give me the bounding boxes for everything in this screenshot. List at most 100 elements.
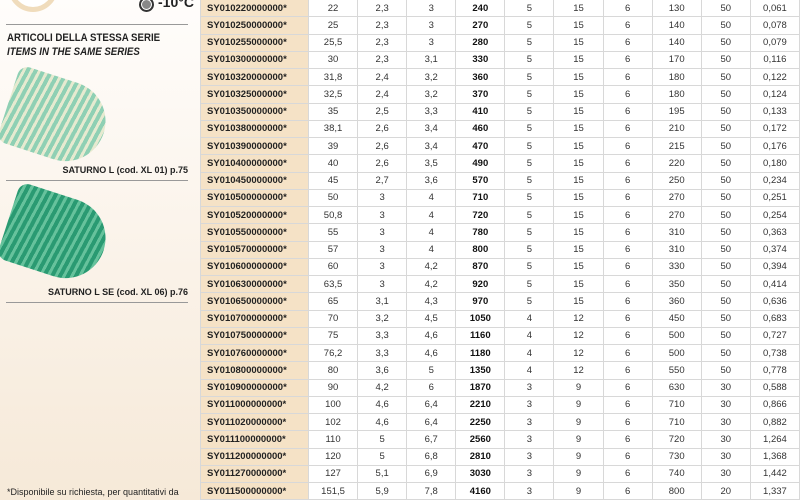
table-cell: 1350: [455, 361, 506, 380]
product-code: SY010400000000*: [200, 154, 309, 173]
table-row: SY010350000000* 35 2,5 3,3 410 5 15 6 195 50 0,133: [200, 102, 800, 121]
table-cell: 6: [602, 223, 653, 242]
product-code: SY010380000000*: [200, 119, 309, 139]
table-cell: 12: [553, 309, 604, 328]
table-cell: 30: [700, 395, 751, 415]
table-cell: 1,368: [749, 447, 800, 466]
table-cell: 50: [700, 188, 751, 208]
table-cell: 0,414: [749, 274, 800, 294]
table-cell: 350: [651, 274, 702, 294]
table-cell: 0,079: [749, 33, 800, 52]
hose-image-saturno-l-se: [0, 181, 116, 289]
table-cell: 6: [602, 257, 653, 277]
table-cell: 5: [504, 154, 555, 173]
table-cell: 0,176: [749, 136, 800, 156]
table-cell: 220: [651, 154, 702, 173]
table-cell: 30: [700, 412, 751, 432]
table-cell: 3: [406, 0, 457, 18]
table-cell: 800: [455, 240, 506, 259]
table-cell: 50: [700, 361, 751, 380]
table-cell: 30: [307, 50, 359, 70]
table-cell: 250: [651, 171, 702, 190]
table-cell: 3,6: [406, 171, 457, 190]
table-cell: 151,5: [307, 481, 359, 500]
table-cell: 15: [553, 85, 604, 104]
table-cell: 330: [455, 50, 506, 70]
table-cell: 0,636: [749, 292, 800, 311]
table-cell: 2,3: [357, 33, 408, 52]
table-cell: 6,7: [406, 430, 457, 449]
table-cell: 5: [504, 136, 555, 156]
table-cell: 6: [602, 326, 653, 346]
table-cell: 0,234: [749, 171, 800, 190]
table-cell: 4: [406, 223, 457, 242]
table-cell: 360: [455, 67, 506, 87]
table-cell: 5: [504, 274, 555, 294]
table-cell: 6: [602, 343, 653, 363]
series-item-link[interactable]: SATURNO L (cod. XL 01) p.75: [62, 165, 188, 175]
table-cell: 6,9: [406, 464, 457, 484]
table-cell: 470: [455, 136, 506, 156]
table-cell: 2,6: [357, 136, 408, 156]
table-cell: 6: [602, 50, 653, 70]
table-cell: 6: [602, 361, 653, 380]
table-cell: 6,4: [406, 412, 457, 432]
product-table: SY010220000000* 22 2,3 3 240 5 15 6 130 50 0,061 SY…: [200, 0, 800, 500]
product-code: SY010520000000*: [200, 205, 309, 225]
table-cell: 15: [553, 119, 604, 139]
table-cell: 0,738: [749, 343, 800, 363]
table-cell: 50: [700, 50, 751, 70]
table-cell: 4,5: [406, 309, 457, 328]
divider: [6, 302, 188, 303]
table-cell: 215: [651, 136, 702, 156]
table-cell: 5: [504, 0, 555, 18]
table-cell: 50: [700, 119, 751, 139]
table-cell: 25,5: [307, 33, 359, 52]
product-code: SY011500000000*: [200, 481, 309, 500]
table-cell: 40: [307, 154, 359, 173]
table-cell: 0,124: [749, 85, 800, 104]
table-row: SY010760000000* 76,2 3,3 4,6 1180 4 12 6 500 50 0,…: [200, 343, 800, 363]
table-cell: 22: [307, 0, 359, 18]
table-cell: 5: [357, 430, 408, 449]
product-code: SY010630000000*: [200, 274, 309, 294]
table-cell: 6: [602, 33, 653, 52]
table-cell: 25: [307, 16, 359, 35]
table-cell: 6: [602, 309, 653, 328]
table-cell: 6,8: [406, 447, 457, 466]
table-row: SY010750000000* 75 3,3 4,6 1160 4 12 6 500 50 0,72…: [200, 326, 800, 346]
table-cell: 2,4: [357, 85, 408, 104]
table-cell: 90: [307, 378, 359, 397]
table-cell: 35: [307, 102, 359, 121]
table-cell: 50: [700, 309, 751, 328]
table-cell: 180: [651, 85, 702, 104]
table-cell: 1,337: [749, 481, 800, 500]
table-row: SY010380000000* 38,1 2,6 3,4 460 5 15 6 210 50 0,1…: [200, 119, 800, 139]
table-cell: 5: [504, 50, 555, 70]
table-cell: 720: [455, 205, 506, 225]
table-cell: 3,1: [406, 50, 457, 70]
table-cell: 1050: [455, 309, 506, 328]
table-cell: 6: [602, 447, 653, 466]
series-item-link[interactable]: SATURNO L SE (cod. XL 06) p.76: [47, 287, 188, 297]
table-cell: 50: [700, 85, 751, 104]
table-cell: 15: [553, 240, 604, 259]
table-cell: 15: [553, 274, 604, 294]
table-cell: 4: [504, 361, 555, 380]
table-cell: 5: [504, 67, 555, 87]
product-code: SY010255000000*: [200, 33, 309, 52]
table-cell: 4160: [455, 481, 506, 500]
table-cell: 6: [602, 119, 653, 139]
table-cell: 50,8: [307, 205, 359, 225]
product-code: SY011020000000*: [200, 412, 309, 432]
table-cell: 5: [504, 205, 555, 225]
table-cell: 50: [700, 205, 751, 225]
product-code: SY010750000000*: [200, 326, 309, 346]
table-cell: 5: [504, 16, 555, 35]
table-row: SY010700000000* 70 3,2 4,5 1050 4 12 6 450 50 0,68…: [200, 309, 800, 328]
table-cell: 7,8: [406, 481, 457, 500]
table-cell: 6: [602, 430, 653, 449]
table-cell: 3: [504, 378, 555, 397]
table-cell: 50: [700, 154, 751, 173]
table-cell: 270: [651, 188, 702, 208]
